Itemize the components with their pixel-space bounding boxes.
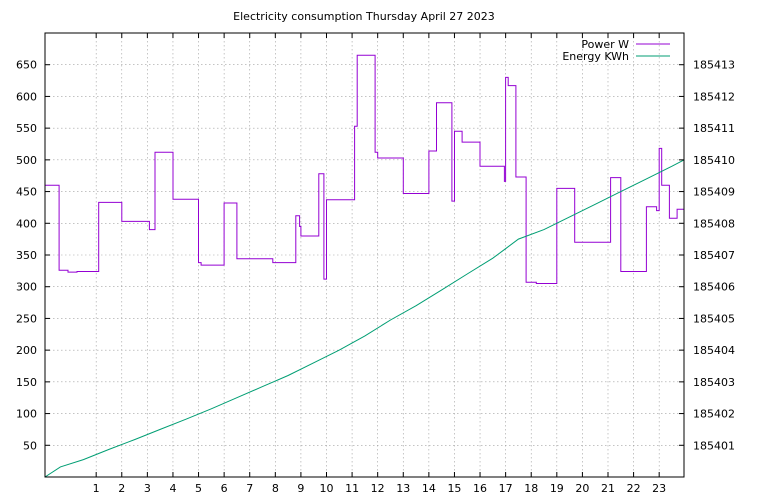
x-tick-label-9: 9 [297, 482, 304, 495]
y-tick-label-100: 100 [16, 408, 37, 421]
series-line-0 [45, 54, 684, 284]
y2-tick-label-185402: 185402 [693, 408, 735, 421]
x-tick-label-6: 6 [221, 482, 228, 495]
y-tick-label-500: 500 [16, 154, 37, 167]
y2-tick-label-185411: 185411 [693, 122, 735, 135]
y-tick-label-450: 450 [16, 186, 37, 199]
x-tick-label-17: 17 [499, 482, 513, 495]
x-tick-label-19: 19 [550, 482, 564, 495]
y-tick-label-150: 150 [16, 376, 37, 389]
y2-tick-label-185409: 185409 [693, 186, 735, 199]
chart-title: Electricity consumption Thursday April 2… [233, 10, 495, 23]
y-tick-label-350: 350 [16, 249, 37, 262]
y-tick-label-600: 600 [16, 90, 37, 103]
x-tick-label-4: 4 [169, 482, 176, 495]
x-tick-label-1: 1 [93, 482, 100, 495]
x-tick-label-16: 16 [473, 482, 487, 495]
y-tick-label-550: 550 [16, 122, 37, 135]
y-axis-left: 50 100 150 200 250 300 350 400 450 500 550 600 650 [16, 59, 50, 452]
y2-tick-label-185403: 185403 [693, 376, 735, 389]
x-tick-label-23: 23 [652, 482, 666, 495]
y-tick-label-250: 250 [16, 312, 37, 325]
y2-tick-label-185412: 185412 [693, 90, 735, 103]
series-layer [44, 54, 685, 478]
x-tick-label-22: 22 [627, 482, 641, 495]
y2-tick-label-185406: 185406 [693, 281, 735, 294]
x-tick-label-8: 8 [272, 482, 279, 495]
x-axis: 1 2 3 4 5 6 7 8 9 10 11 12 13 14 15 16 17 18 19 20 21 22 23 [93, 33, 666, 495]
legend-label-0: Power W [581, 38, 629, 51]
x-tick-label-13: 13 [396, 482, 410, 495]
y2-tick-label-185408: 185408 [693, 217, 735, 230]
x-tick-label-10: 10 [319, 482, 333, 495]
y-tick-label-400: 400 [16, 217, 37, 230]
y2-tick-label-185401: 185401 [693, 439, 735, 452]
x-tick-label-5: 5 [195, 482, 202, 495]
x-tick-label-3: 3 [144, 482, 151, 495]
x-tick-label-20: 20 [575, 482, 589, 495]
y-tick-label-300: 300 [16, 281, 37, 294]
x-tick-label-18: 18 [524, 482, 538, 495]
plot-frame [44, 32, 685, 478]
y-tick-label-650: 650 [16, 59, 37, 72]
y-tick-label-50: 50 [23, 439, 37, 452]
y2-tick-label-185404: 185404 [693, 344, 735, 357]
x-tick-label-14: 14 [422, 482, 436, 495]
y-tick-label-200: 200 [16, 344, 37, 357]
grid [45, 33, 684, 477]
y2-tick-label-185407: 185407 [693, 249, 735, 262]
x-tick-label-15: 15 [447, 482, 461, 495]
x-tick-label-21: 21 [601, 482, 615, 495]
x-tick-label-11: 11 [345, 482, 359, 495]
y2-tick-label-185405: 185405 [693, 312, 735, 325]
x-tick-label-7: 7 [246, 482, 253, 495]
x-tick-label-2: 2 [118, 482, 125, 495]
y-axis-right: 185401 185402 185403 185404 185405 185406 1854… [679, 59, 735, 452]
legend-label-1: Energy KWh [562, 50, 629, 63]
x-tick-label-12: 12 [371, 482, 385, 495]
y2-tick-label-185410: 185410 [693, 154, 735, 167]
series-line-1 [44, 159, 685, 478]
y2-tick-label-185413: 185413 [693, 59, 735, 72]
